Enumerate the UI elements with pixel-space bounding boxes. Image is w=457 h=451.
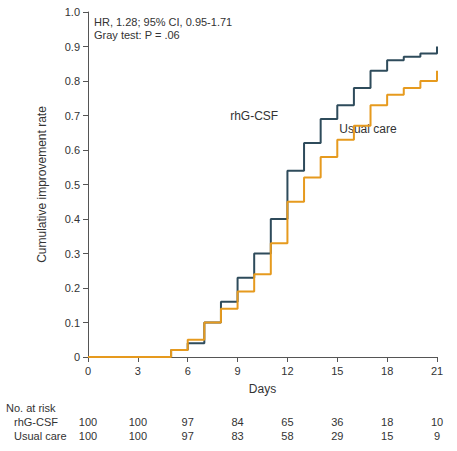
svg-text:rhG-CSF: rhG-CSF — [230, 109, 278, 123]
svg-text:HR, 1.28; 95% CI, 0.95-1.71: HR, 1.28; 95% CI, 0.95-1.71 — [94, 16, 232, 28]
svg-text:Days: Days — [249, 382, 276, 396]
svg-text:Usual care: Usual care — [14, 430, 67, 442]
svg-text:0.1: 0.1 — [65, 317, 80, 329]
svg-text:29: 29 — [331, 430, 343, 442]
svg-text:100: 100 — [129, 430, 147, 442]
svg-text:Cumulative improvement rate: Cumulative improvement rate — [35, 106, 49, 263]
svg-text:0: 0 — [74, 351, 80, 363]
svg-text:21: 21 — [431, 365, 443, 377]
svg-text:15: 15 — [381, 430, 393, 442]
svg-text:9: 9 — [434, 430, 440, 442]
svg-text:Usual care: Usual care — [339, 122, 397, 136]
svg-text:0.6: 0.6 — [65, 144, 80, 156]
svg-text:97: 97 — [182, 416, 194, 428]
svg-text:0.7: 0.7 — [65, 110, 80, 122]
svg-text:0.9: 0.9 — [65, 41, 80, 53]
svg-text:1.0: 1.0 — [65, 6, 80, 18]
svg-text:15: 15 — [331, 365, 343, 377]
svg-text:No. at risk: No. at risk — [6, 402, 56, 414]
svg-text:65: 65 — [281, 416, 293, 428]
svg-text:83: 83 — [231, 430, 243, 442]
svg-text:0.3: 0.3 — [65, 248, 80, 260]
svg-text:0.2: 0.2 — [65, 282, 80, 294]
svg-text:100: 100 — [79, 416, 97, 428]
svg-text:rhG-CSF: rhG-CSF — [14, 416, 58, 428]
svg-text:100: 100 — [129, 416, 147, 428]
svg-text:0.5: 0.5 — [65, 179, 80, 191]
svg-text:0.8: 0.8 — [65, 75, 80, 87]
svg-text:84: 84 — [231, 416, 243, 428]
svg-text:18: 18 — [381, 416, 393, 428]
svg-text:58: 58 — [281, 430, 293, 442]
svg-text:36: 36 — [331, 416, 343, 428]
svg-text:97: 97 — [182, 430, 194, 442]
svg-text:9: 9 — [235, 365, 241, 377]
svg-text:18: 18 — [381, 365, 393, 377]
svg-text:100: 100 — [79, 430, 97, 442]
svg-text:0: 0 — [85, 365, 91, 377]
svg-text:10: 10 — [431, 416, 443, 428]
svg-text:Gray test: P = .06: Gray test: P = .06 — [94, 29, 180, 41]
svg-text:6: 6 — [185, 365, 191, 377]
svg-text:3: 3 — [135, 365, 141, 377]
svg-text:0.4: 0.4 — [65, 213, 80, 225]
svg-text:12: 12 — [281, 365, 293, 377]
